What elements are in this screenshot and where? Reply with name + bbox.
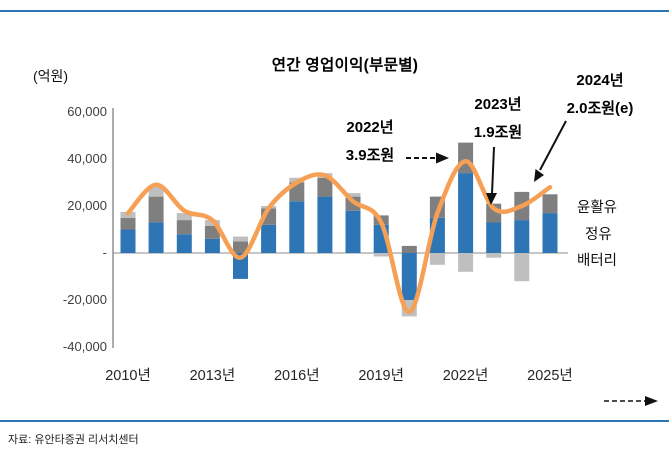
- x-tick-label: 2013년: [189, 368, 236, 384]
- annotation-2024-year: 2024년: [576, 72, 624, 89]
- x-tick-label: 2022년: [442, 368, 489, 384]
- bar-segment-배터리: [373, 253, 389, 257]
- bar-segment-정유: [514, 220, 530, 253]
- bar-segment-배터리: [429, 253, 445, 265]
- y-tick-label: -40,000: [62, 339, 107, 354]
- bar-segment-윤활유: [176, 220, 192, 235]
- arrow-2024-icon: [534, 120, 567, 182]
- bar-segment-배터리: [514, 253, 530, 282]
- bar-segment-배터리: [345, 193, 361, 197]
- bar-segment-윤활유: [542, 194, 558, 214]
- source-note: 자료: 유안타증권 리서치센터: [8, 434, 139, 446]
- segment-label-battery: 배터리: [577, 253, 618, 269]
- bar-segment-정유: [233, 253, 248, 279]
- bar-segment-윤활유: [317, 177, 333, 197]
- trend-line: [125, 159, 553, 315]
- bar-segment-윤활유: [401, 245, 417, 253]
- bar-segment-정유: [261, 224, 277, 253]
- bottom-divider: [0, 420, 669, 422]
- y-tick-label: -20,000: [62, 292, 107, 307]
- y-tick-label: -: [102, 245, 107, 260]
- arrow-2022-dashed-icon: [406, 152, 449, 164]
- bar-segment-정유: [289, 201, 305, 253]
- segment-label-refining: 정유: [585, 227, 612, 243]
- y-tick-label: 60,000: [67, 104, 107, 119]
- bar-segment-정유: [120, 229, 136, 253]
- bar-segment-정유: [458, 173, 474, 253]
- bar-segment-정유: [148, 222, 164, 253]
- bar-segment-정유: [204, 238, 220, 253]
- annotation-2022: 2022년 3.9조원: [322, 114, 418, 170]
- annotation-2023-year: 2023년: [474, 96, 522, 113]
- annotation-2022-year: 2022년: [346, 119, 394, 136]
- y-axis-unit-label: (억원): [33, 68, 69, 84]
- x-tick-label: 2025년: [527, 368, 573, 384]
- annotation-2023-value: 1.9조원: [473, 124, 523, 141]
- bar-segment-배터리: [458, 253, 474, 272]
- bar-segment-배터리: [486, 253, 502, 258]
- y-tick-label: 20,000: [67, 198, 107, 213]
- annotation-2022-value: 3.9조원: [345, 147, 395, 164]
- bar-segment-정유: [486, 222, 502, 253]
- bar-segment-윤활유: [148, 196, 164, 223]
- bar-segment-정유: [345, 210, 361, 253]
- x-tick-label: 2019년: [358, 368, 404, 384]
- annotation-2023: 2023년 1.9조원: [452, 91, 544, 147]
- bar-segment-정유: [401, 253, 417, 300]
- annotation-2024-value: 2.0조원(e): [566, 100, 634, 117]
- bar-segment-배터리: [176, 213, 192, 221]
- bar-segment-정유: [542, 213, 558, 253]
- trend-line-group: [125, 159, 553, 315]
- x-tick-label: 2016년: [273, 368, 320, 384]
- top-divider: [0, 10, 669, 12]
- segment-label-lubricants: 윤활유: [577, 200, 618, 216]
- timeline-arrow-icon: [604, 396, 658, 406]
- annotation-2024: 2024년 2.0조원(e): [548, 67, 652, 123]
- bar-segment-배터리: [148, 184, 164, 197]
- bar-segment-윤활유: [233, 241, 248, 254]
- bar-segment-정유: [176, 234, 192, 253]
- bar-segment-배터리: [233, 236, 248, 242]
- y-tick-label: 40,000: [67, 151, 107, 166]
- arrow-2023-icon: [486, 146, 497, 205]
- bar-segment-윤활유: [204, 226, 220, 239]
- bar-segment-정유: [317, 196, 333, 253]
- chart-title: 연간 영업이익(부문별): [271, 57, 419, 74]
- bar-segment-윤활유: [120, 217, 136, 230]
- x-tick-label: 2010년: [105, 368, 151, 384]
